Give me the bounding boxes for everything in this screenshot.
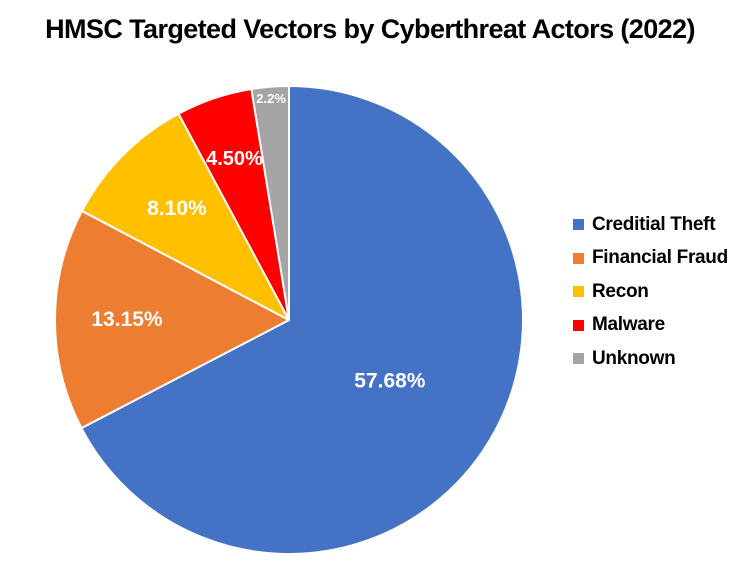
data-label-malware: 4.50%	[206, 148, 263, 170]
legend-label-creditial-theft: Creditial Theft	[592, 213, 716, 235]
legend-item-creditial-theft: Creditial Theft	[573, 208, 728, 242]
legend-swatch-financial-fraud	[573, 252, 584, 264]
legend-swatch-creditial-theft	[573, 219, 584, 231]
data-label-unknown: 2.2%	[256, 91, 286, 106]
pie-data-labels: 57.68% 13.15% 8.10% 4.50% 2.2%	[91, 91, 425, 392]
legend-item-unknown: Unknown	[573, 342, 728, 376]
data-label-recon: 8.10%	[147, 197, 207, 220]
data-label-creditial-theft: 57.68%	[354, 370, 426, 393]
legend-item-malware: Malware	[573, 309, 728, 343]
legend-label-financial-fraud: Financial Fraud	[592, 247, 728, 269]
pie-slice-recon	[80, 112, 290, 321]
legend-label-unknown: Unknown	[592, 347, 676, 369]
data-label-financial-fraud: 13.15%	[91, 308, 163, 331]
legend-label-malware: Malware	[592, 314, 665, 336]
legend-swatch-unknown	[573, 353, 584, 365]
legend-label-recon: Recon	[592, 280, 649, 302]
legend-item-recon: Recon	[573, 275, 728, 309]
chart-title: HMSC Targeted Vectors by Cyberthreat Act…	[45, 14, 695, 44]
legend-swatch-recon	[573, 286, 584, 298]
legend-swatch-malware	[573, 319, 584, 331]
pie-slice-unknown	[250, 85, 290, 321]
pie-slice-financial-fraud	[54, 209, 290, 430]
pie-slice-creditial-theft	[80, 85, 524, 555]
legend: Creditial Theft Financial Fraud Recon Malwa…	[573, 208, 728, 376]
pie-slices	[54, 85, 524, 555]
legend-item-financial-fraud: Financial Fraud	[573, 242, 728, 276]
